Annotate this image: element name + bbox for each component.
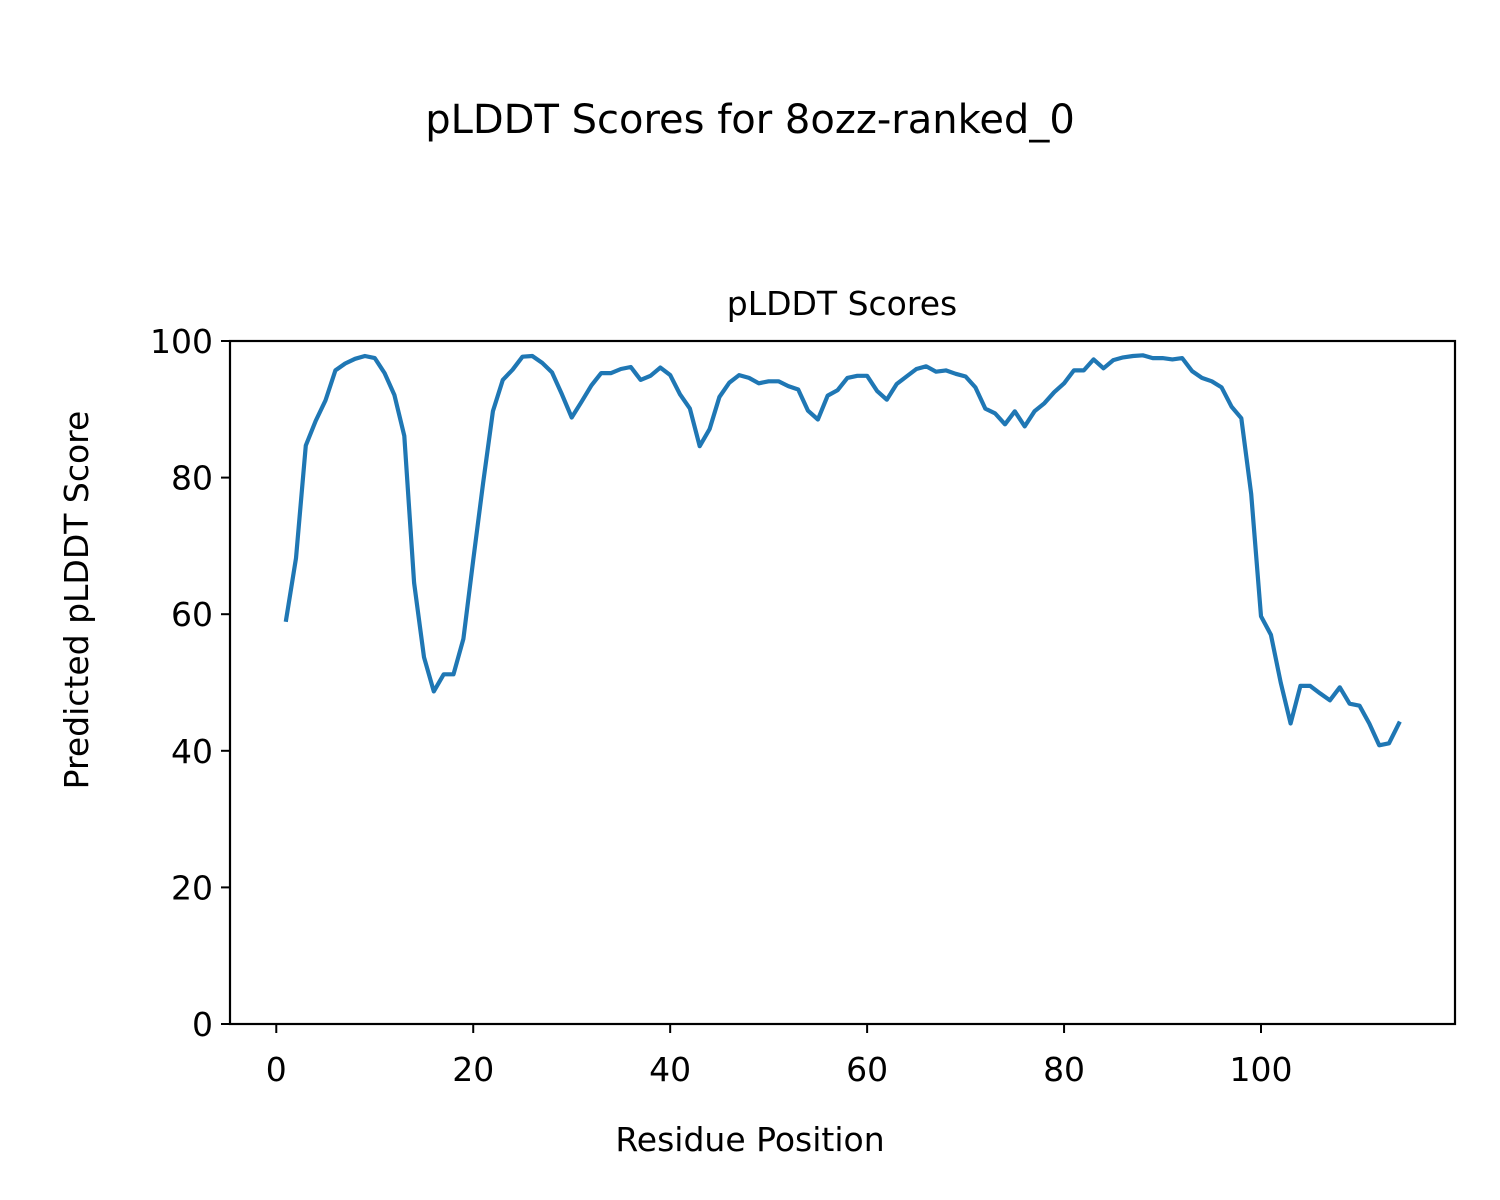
y-tick-label: 20 xyxy=(171,868,213,907)
x-tick-label: 20 xyxy=(452,1050,494,1089)
x-tick-label: 80 xyxy=(1043,1050,1085,1089)
y-axis-ticks: 0 20 40 60 80 100 xyxy=(150,322,230,1044)
x-tick-label: 60 xyxy=(846,1050,888,1089)
plot-area xyxy=(230,341,1455,1024)
x-axis-ticks: 0 20 40 60 80 100 xyxy=(266,1024,1293,1089)
y-axis-label: Predicted pLDDT Score xyxy=(57,411,96,790)
series-line-plddt xyxy=(283,353,1402,748)
x-tick-label: 100 xyxy=(1230,1050,1293,1089)
x-tick-label: 0 xyxy=(266,1050,287,1089)
plot-frame xyxy=(228,339,1457,1026)
x-axis-label: Residue Position xyxy=(615,1120,884,1159)
figure-suptitle: pLDDT Scores for 8ozz-ranked_0 xyxy=(425,97,1075,143)
y-tick-label: 0 xyxy=(192,1005,213,1044)
axes-title: pLDDT Scores xyxy=(727,284,957,323)
y-tick-label: 100 xyxy=(150,322,213,361)
y-tick-label: 40 xyxy=(171,732,213,771)
y-tick-label: 60 xyxy=(171,595,213,634)
y-tick-label: 80 xyxy=(171,459,213,498)
x-tick-label: 40 xyxy=(649,1050,691,1089)
